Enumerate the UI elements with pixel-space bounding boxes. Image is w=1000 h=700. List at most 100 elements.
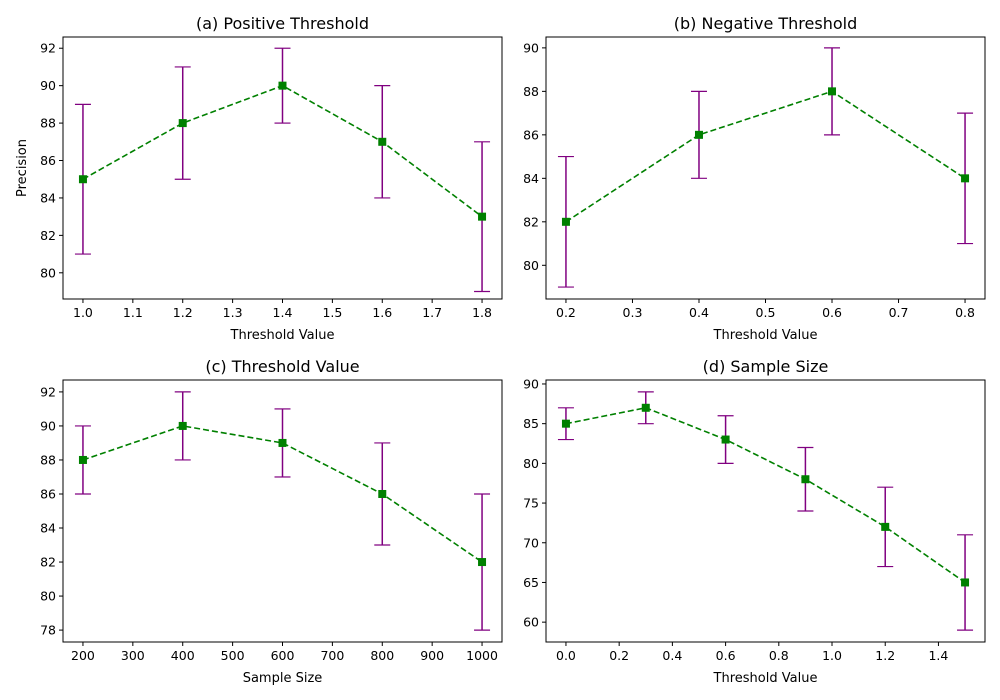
x-tick-label: 200: [71, 648, 95, 663]
chart-title: (a) Positive Threshold: [196, 14, 369, 33]
x-tick-label: 0.6: [822, 305, 842, 320]
chart-title: (d) Sample Size: [703, 357, 829, 376]
x-tick-label: 1.2: [173, 305, 193, 320]
x-tick-label: 400: [171, 648, 195, 663]
data-point: [721, 435, 730, 444]
data-point: [961, 174, 970, 183]
data-point: [78, 175, 87, 184]
x-tick-label: 0.3: [623, 305, 643, 320]
x-axis-label: Threshold Value: [713, 671, 818, 686]
y-tick-label: 92: [40, 384, 56, 399]
y-tick-label: 90: [40, 78, 56, 93]
x-tick-label: 0.5: [756, 305, 776, 320]
data-point: [178, 119, 187, 128]
x-axis-label: Threshold Value: [713, 328, 818, 343]
y-tick-label: 65: [523, 575, 539, 590]
x-tick-label: 1.8: [472, 305, 492, 320]
data-point: [561, 419, 570, 428]
x-tick-label: 1.4: [273, 305, 293, 320]
x-tick-label: 1.5: [322, 305, 342, 320]
y-tick-label: 90: [523, 376, 539, 391]
y-tick-label: 84: [523, 171, 539, 186]
y-tick-label: 80: [523, 456, 539, 471]
y-tick-label: 86: [40, 486, 56, 501]
x-tick-label: 700: [320, 648, 344, 663]
y-tick-label: 70: [523, 535, 539, 550]
y-tick-label: 84: [40, 521, 56, 536]
y-tick-label: 80: [523, 258, 539, 273]
y-tick-label: 80: [40, 589, 56, 604]
x-tick-label: 0.0: [556, 648, 576, 663]
data-point: [278, 81, 287, 90]
y-tick-label: 60: [523, 615, 539, 630]
x-tick-label: 1000: [466, 648, 498, 663]
x-axis-label: Threshold Value: [230, 328, 335, 343]
x-tick-label: 1.4: [928, 648, 948, 663]
x-tick-label: 0.7: [889, 305, 909, 320]
y-tick-label: 80: [40, 265, 56, 280]
y-tick-label: 82: [40, 555, 56, 570]
x-tick-label: 900: [420, 648, 444, 663]
data-point: [278, 438, 287, 447]
x-axis-label: Sample Size: [243, 671, 323, 686]
data-point: [961, 578, 970, 587]
x-tick-label: 0.6: [716, 648, 736, 663]
plot-frame: [62, 36, 503, 300]
x-tick-label: 0.8: [769, 648, 789, 663]
x-tick-label: 1.7: [422, 305, 442, 320]
x-tick-label: 1.0: [822, 648, 842, 663]
data-point: [828, 87, 837, 96]
x-tick-label: 0.2: [609, 648, 629, 663]
x-tick-label: 800: [370, 648, 394, 663]
series-line: [565, 406, 966, 584]
data-point: [378, 489, 387, 498]
x-tick-label: 1.3: [223, 305, 243, 320]
data-point: [378, 137, 387, 146]
chart-panel-1: (a) Positive Threshold 1.0 1.1 1.2 1.3 1.4 1.5…: [15, 14, 503, 343]
data-point: [801, 475, 810, 484]
x-tick-label: 500: [221, 648, 245, 663]
x-tick-label: 1.2: [875, 648, 895, 663]
x-tick-label: 0.4: [662, 648, 682, 663]
data-point: [178, 421, 187, 430]
x-tick-label: 0.2: [556, 305, 576, 320]
chart-panel-3: (c) Threshold Value 200 300 400 500 600 700 800…: [40, 357, 503, 686]
y-tick-label: 90: [523, 40, 539, 55]
y-tick-label: 92: [40, 41, 56, 56]
data-point: [694, 130, 703, 139]
y-tick-label: 86: [40, 153, 56, 168]
y-tick-label: 82: [523, 214, 539, 229]
chart-title: (c) Threshold Value: [205, 357, 359, 376]
x-tick-label: 1.0: [73, 305, 93, 320]
x-tick-label: 300: [121, 648, 145, 663]
x-tick-label: 0.8: [955, 305, 975, 320]
x-tick-label: 1.1: [123, 305, 143, 320]
y-tick-label: 88: [523, 84, 539, 99]
x-tick-label: 1.6: [372, 305, 392, 320]
y-tick-label: 84: [40, 190, 56, 205]
chart-title: (b) Negative Threshold: [674, 14, 857, 33]
chart-panel-4: (d) Sample Size 0.0 0.2 0.4 0.6 0.8 1.0 1.2 1.4 6…: [523, 357, 986, 686]
data-point: [478, 558, 487, 567]
series-line: [565, 90, 966, 223]
data-point: [641, 403, 650, 412]
x-tick-label: 0.4: [689, 305, 709, 320]
y-axis-label: Precision: [15, 139, 30, 197]
y-tick-label: 86: [523, 127, 539, 142]
y-tick-label: 90: [40, 418, 56, 433]
plot-frame: [545, 379, 986, 643]
y-tick-label: 75: [523, 496, 539, 511]
plot-frame: [62, 379, 503, 643]
data-point: [561, 217, 570, 226]
y-tick-label: 88: [40, 116, 56, 131]
y-tick-label: 78: [40, 623, 56, 638]
data-point: [881, 522, 890, 531]
y-tick-label: 82: [40, 228, 56, 243]
y-tick-label: 88: [40, 452, 56, 467]
data-point: [78, 455, 87, 464]
chart-panel-2: (b) Negative Threshold 0.2 0.3 0.4 0.5 0.6 0.7…: [523, 14, 986, 343]
plot-frame: [545, 36, 986, 300]
data-point: [478, 212, 487, 221]
x-tick-label: 600: [271, 648, 295, 663]
